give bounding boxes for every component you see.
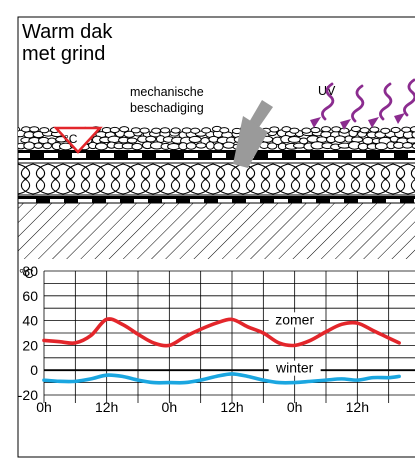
- chart-y-unit: °C: [19, 266, 34, 281]
- membrane-top-2: [18, 158, 415, 160]
- series-label-background: [268, 360, 321, 376]
- temperature-warning-icon: °C: [53, 126, 103, 154]
- series-label-zomer: zomer: [275, 311, 314, 327]
- vapour-barrier: [18, 196, 415, 199]
- title-line-2: met grind: [22, 43, 105, 65]
- series-line-zomer: [42, 317, 401, 348]
- series-label-background: [268, 312, 321, 328]
- y-tick-label: 20: [22, 337, 38, 353]
- x-tick-label: 0h: [162, 399, 178, 415]
- membrane-top: [18, 150, 415, 153]
- x-tick-label: 0h: [287, 399, 303, 415]
- y-tick-label: 60: [22, 288, 38, 304]
- mechanical-damage-arrow-icon: [233, 100, 273, 168]
- series-label-winter: winter: [275, 360, 314, 376]
- mechanical-damage-label-2: beschadiging: [130, 101, 204, 115]
- temperature-warning-label: °C: [64, 132, 78, 146]
- x-tick-label: 12h: [95, 399, 118, 415]
- membrane-studs-top: [30, 153, 408, 158]
- y-tick-label: 80: [22, 263, 38, 279]
- mechanical-damage-label-1: mechanische: [130, 85, 204, 99]
- insulation-layer: [18, 163, 415, 195]
- x-tick-label: 0h: [36, 399, 52, 415]
- y-tick-label: -20: [18, 387, 38, 403]
- y-tick-label: 0: [30, 362, 38, 378]
- concrete-deck: [18, 203, 415, 259]
- title-line-1: Warm dak: [22, 21, 113, 43]
- x-tick-label: 12h: [346, 399, 369, 415]
- y-tick-label: 40: [22, 313, 38, 329]
- membrane-studs-bottom: [36, 199, 414, 203]
- x-tick-label: 12h: [220, 399, 243, 415]
- series-line-winter: [42, 372, 401, 385]
